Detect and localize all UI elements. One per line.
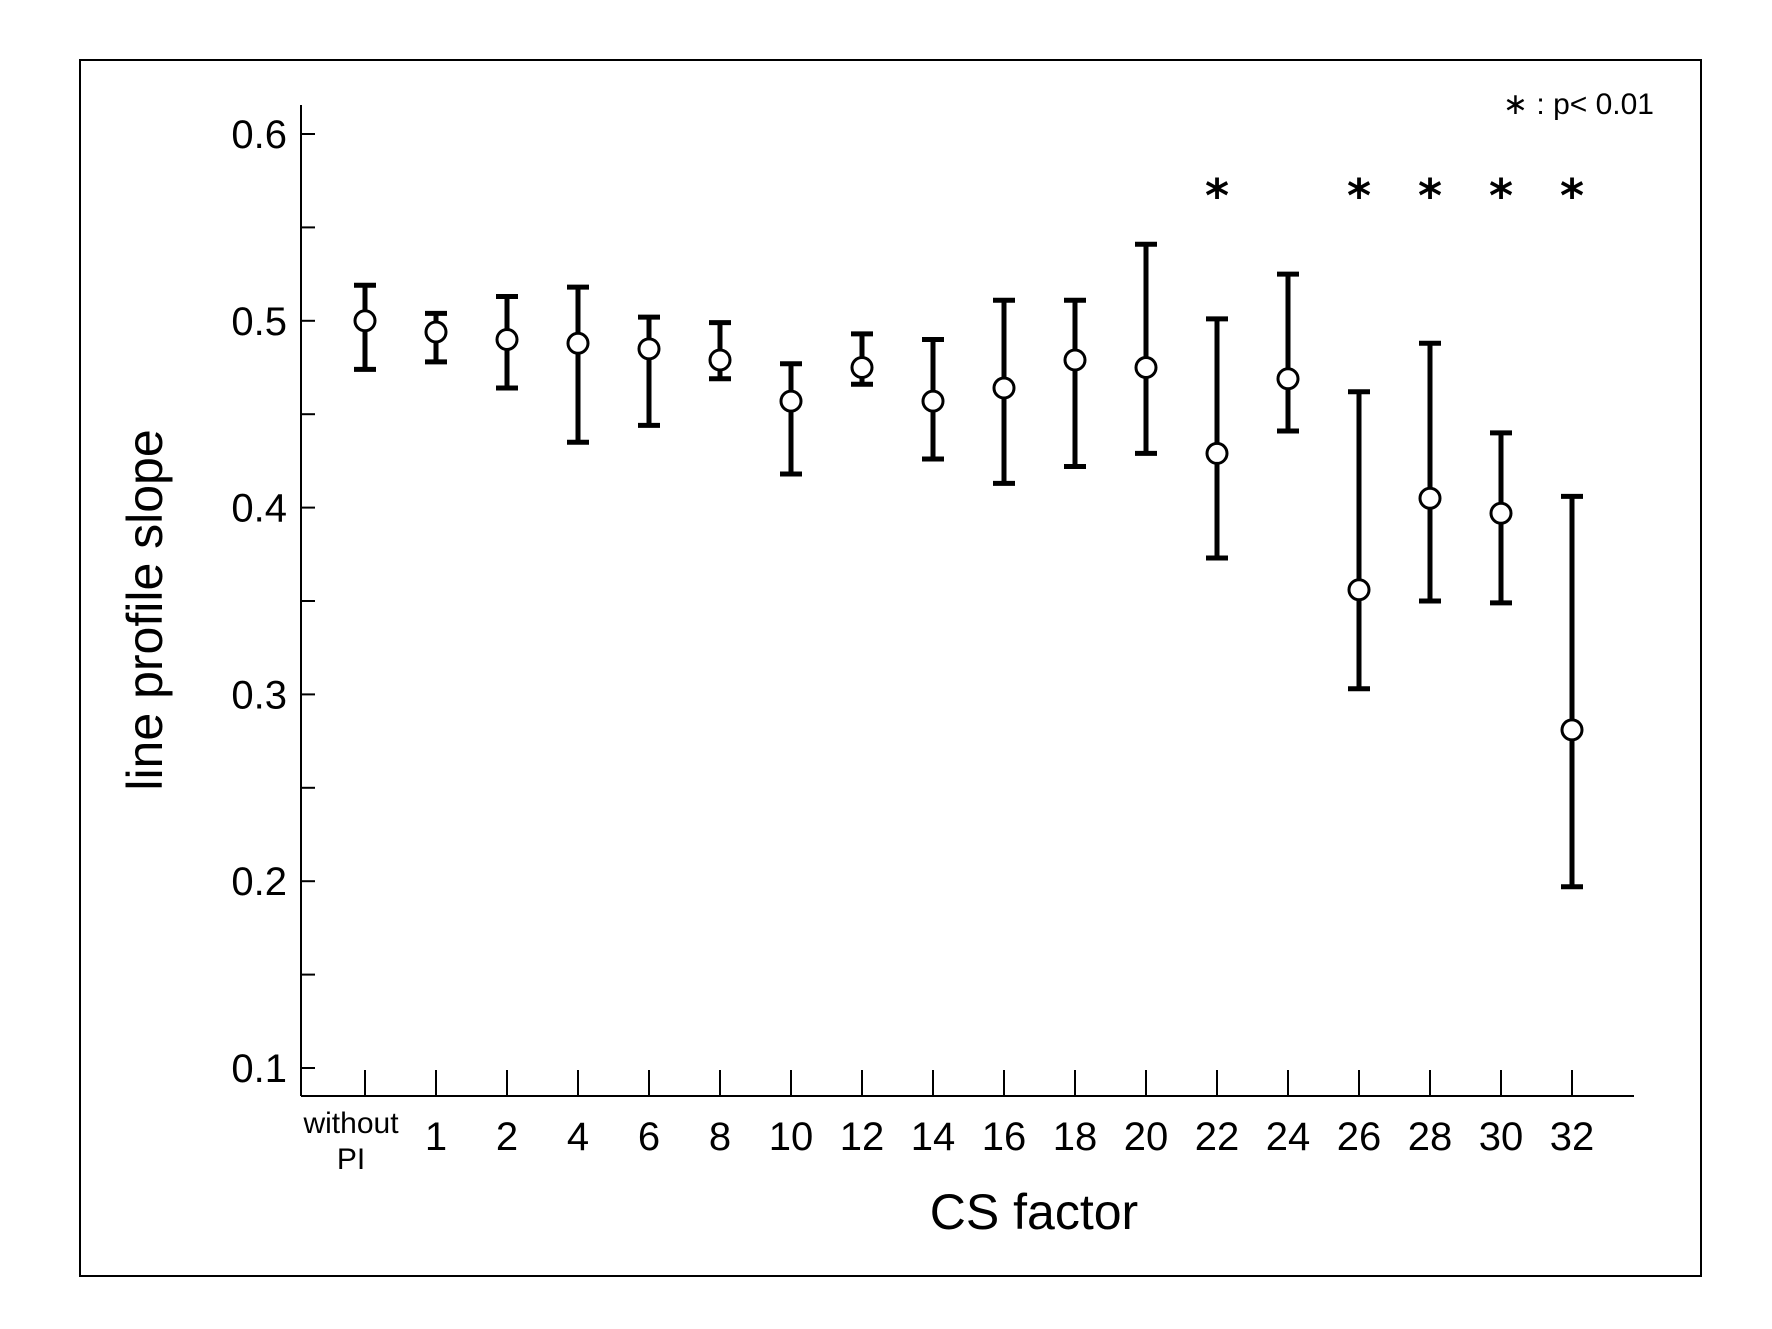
x-tick-label-line: without	[302, 1107, 399, 1140]
x-tick-label: 18	[1053, 1115, 1098, 1159]
significance-star: *	[1418, 169, 1442, 223]
y-tick-label: 0.4	[231, 487, 287, 531]
data-point	[637, 337, 661, 361]
chart-frame	[79, 59, 1702, 1277]
x-tick-label: 1	[425, 1115, 447, 1159]
x-tick-label: 20	[1124, 1115, 1169, 1159]
data-point	[424, 320, 448, 344]
x-tick-label: without PI	[302, 1107, 399, 1176]
x-tick-label: 16	[982, 1115, 1027, 1159]
x-tick-label: 12	[840, 1115, 885, 1159]
data-point	[708, 348, 732, 372]
data-point	[495, 327, 519, 351]
x-tick-label: 24	[1266, 1115, 1311, 1159]
x-tick-label: 22	[1195, 1115, 1240, 1159]
significance-star: *	[1347, 169, 1371, 223]
significance-star: *	[1560, 169, 1584, 223]
data-point	[921, 389, 945, 413]
significance-markers: * * * * *	[1205, 169, 1584, 223]
x-tick-label: 32	[1550, 1115, 1595, 1159]
data-point	[779, 389, 803, 413]
y-tick-label: 0.2	[231, 860, 287, 904]
data-point	[850, 356, 874, 379]
x-tick-label: 4	[567, 1115, 589, 1159]
data-points	[353, 309, 1584, 742]
x-tick-label: 10	[769, 1115, 814, 1159]
data-point	[353, 309, 377, 333]
data-point	[1205, 441, 1229, 465]
y-axis-ticks: 0.1 0.2 0.3 0.4 0.5 0.6	[231, 113, 315, 1091]
x-axis-title: CS factor	[930, 1184, 1138, 1240]
data-point	[1418, 486, 1442, 510]
x-tick-label: 14	[911, 1115, 956, 1159]
x-tick-label: 2	[496, 1115, 518, 1159]
x-tick-label: 6	[638, 1115, 660, 1159]
significance-star: *	[1489, 169, 1513, 223]
data-point	[1134, 356, 1158, 379]
data-point	[1276, 367, 1300, 391]
x-tick-label-line: PI	[337, 1143, 365, 1176]
significance-legend: ∗ : p< 0.01	[1503, 88, 1654, 121]
data-point	[1560, 718, 1584, 742]
x-axis-ticks: without PI1 2 4 6 8 10 12 14 16 18 20 22 24 26 28 30 32	[302, 1070, 1594, 1176]
y-tick-label: 0.1	[231, 1047, 287, 1091]
y-tick-label: 0.6	[231, 113, 287, 157]
data-point	[1347, 578, 1371, 602]
error-bars	[354, 241, 1583, 890]
x-tick-label: 26	[1337, 1115, 1382, 1159]
data-point	[992, 376, 1016, 400]
significance-star: *	[1205, 169, 1229, 223]
x-tick-label: 8	[709, 1115, 731, 1159]
y-axis-title: line profile slope	[117, 429, 173, 790]
data-point	[566, 331, 590, 355]
y-tick-label: 0.5	[231, 300, 287, 344]
data-point	[1489, 501, 1513, 525]
x-tick-label: 30	[1479, 1115, 1524, 1159]
y-tick-label: 0.3	[231, 673, 287, 717]
data-point	[1063, 348, 1087, 372]
x-tick-label: 28	[1408, 1115, 1453, 1159]
